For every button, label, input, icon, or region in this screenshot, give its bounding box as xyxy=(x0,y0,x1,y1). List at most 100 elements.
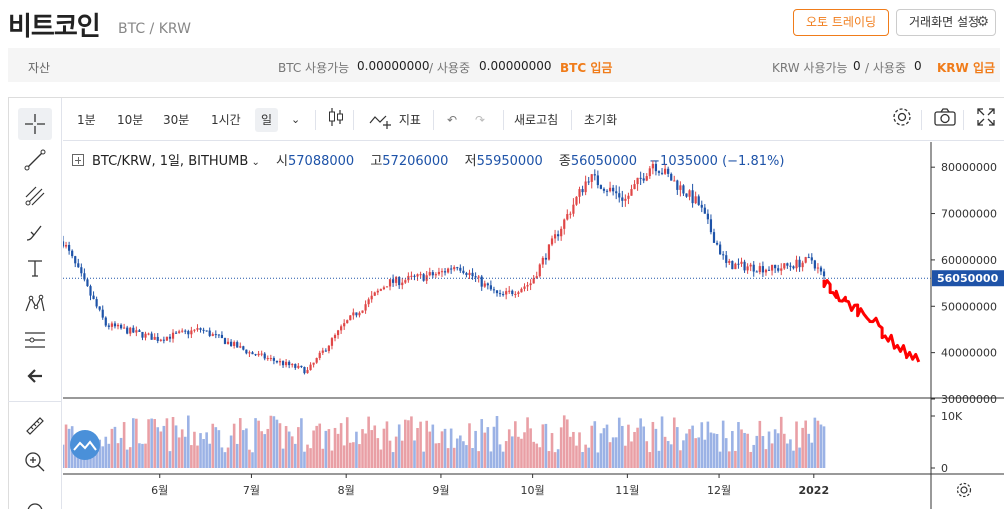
ruler-tool[interactable] xyxy=(18,410,52,442)
volume-bar xyxy=(712,433,716,468)
candle-body xyxy=(471,272,474,277)
interval-1h[interactable]: 1시간 xyxy=(211,113,241,127)
candle-body xyxy=(465,272,468,276)
candle-body xyxy=(648,168,651,177)
volume-bar xyxy=(275,419,279,468)
volume-bar xyxy=(248,449,251,468)
auto-trading-button[interactable]: 오토 트레이딩 xyxy=(793,9,889,36)
volume-bar xyxy=(116,443,120,468)
btc-deposit-link[interactable]: BTC 입금 xyxy=(560,61,613,75)
volume-bar xyxy=(382,428,386,468)
brush-icon xyxy=(26,225,42,241)
volume-bar xyxy=(605,424,609,468)
screen-settings-button[interactable]: 거래화면 설정 ⚙ xyxy=(896,9,996,36)
volume-bar xyxy=(287,431,291,468)
text-tool[interactable] xyxy=(18,252,52,284)
redo-button[interactable]: ↷ xyxy=(469,108,491,132)
chevron-down-icon: ⌄ xyxy=(291,113,301,126)
candle-body xyxy=(138,330,141,332)
candle-body xyxy=(110,323,114,327)
candle-body xyxy=(141,331,144,338)
fib-tool[interactable] xyxy=(18,180,52,212)
volume-bar xyxy=(165,418,169,468)
candle-body xyxy=(798,259,801,268)
candle-body xyxy=(312,362,315,365)
candle-body xyxy=(184,330,187,332)
indicator-icon xyxy=(369,115,391,129)
volume-bar xyxy=(810,442,814,468)
app-logo-icon xyxy=(70,430,100,460)
plus-box-icon[interactable] xyxy=(72,154,84,166)
chart-legend: BTC/KRW, 1일, BITHUMB ⌄ 시57088000 고572060… xyxy=(72,150,784,169)
candle-body xyxy=(483,283,486,287)
candle-body xyxy=(446,268,450,273)
volume-bar xyxy=(587,447,590,468)
brush-tool[interactable] xyxy=(18,216,52,248)
volume-bar xyxy=(489,451,493,468)
candle-body xyxy=(453,267,456,270)
volume-bar xyxy=(355,431,358,468)
volume-bar xyxy=(666,441,670,468)
volume-bar xyxy=(214,427,218,468)
refresh-button[interactable]: 새로고침 xyxy=(514,113,559,127)
candle-body xyxy=(401,282,404,286)
candle-body xyxy=(801,262,804,268)
candle-body xyxy=(593,174,596,176)
price-chart[interactable]: 80000000 70000000 60000000 50000000 40000000… xyxy=(63,142,1004,509)
screenshot-button[interactable] xyxy=(927,106,963,130)
volume-bar xyxy=(651,421,655,468)
volume-bar xyxy=(238,418,242,468)
candle-body xyxy=(474,276,477,278)
back-tool[interactable] xyxy=(18,360,52,392)
interval-30m[interactable]: 30분 xyxy=(163,113,190,127)
candle-body xyxy=(495,290,499,294)
interval-1m[interactable]: 1분 xyxy=(77,113,96,127)
candle-body xyxy=(63,241,65,247)
candle-body xyxy=(639,177,642,179)
volume-bar xyxy=(471,448,474,468)
candle-body xyxy=(367,299,370,305)
candle-body xyxy=(700,204,703,208)
krw-available-value: 0 xyxy=(853,59,861,73)
crosshair-tool[interactable] xyxy=(18,108,52,140)
volume-bar xyxy=(789,439,792,468)
candle-body xyxy=(174,332,178,334)
reset-button[interactable]: 초기화 xyxy=(584,113,618,127)
candle-body xyxy=(257,353,260,356)
fullscreen-icon xyxy=(977,108,995,126)
volume-bar xyxy=(514,421,517,468)
candle-body xyxy=(431,272,434,276)
candle-body xyxy=(422,274,425,281)
candle-body xyxy=(68,244,71,251)
krw-deposit-link[interactable]: KRW 입금 xyxy=(937,61,996,75)
candle-body xyxy=(129,327,132,334)
pattern-tool[interactable] xyxy=(18,288,52,320)
volume-bar xyxy=(242,430,245,468)
indicators-button[interactable]: 지표 xyxy=(363,108,427,132)
candle-body xyxy=(64,244,68,247)
chart-settings-button[interactable] xyxy=(885,106,919,130)
candle-type-button[interactable] xyxy=(321,106,351,130)
btc-available-label: BTC 사용가능 xyxy=(278,61,350,75)
undo-button[interactable]: ↶ xyxy=(441,108,463,132)
candle-body xyxy=(288,361,291,366)
volume-bar xyxy=(110,428,114,468)
fullscreen-button[interactable] xyxy=(969,106,1003,130)
btc-in-use-label: / 사용중 xyxy=(429,61,470,75)
volume-bar xyxy=(281,448,285,468)
candle-body xyxy=(636,177,639,185)
candle-body xyxy=(113,323,117,327)
magnet-tool[interactable] xyxy=(18,490,52,509)
interval-1d[interactable]: 일 xyxy=(255,108,279,132)
candle-body xyxy=(190,330,193,335)
interval-dropdown[interactable]: ⌄ xyxy=(285,108,306,132)
interval-10m[interactable]: 10분 xyxy=(117,113,144,127)
measure-tool[interactable] xyxy=(18,324,52,356)
candle-body xyxy=(822,271,826,277)
zoom-in-tool[interactable] xyxy=(18,446,52,478)
candle-body xyxy=(670,173,673,181)
candle-body xyxy=(734,263,737,270)
volume-bar xyxy=(498,444,502,468)
trend-line-tool[interactable] xyxy=(18,144,52,176)
chevron-down-icon[interactable]: ⌄ xyxy=(248,157,260,168)
